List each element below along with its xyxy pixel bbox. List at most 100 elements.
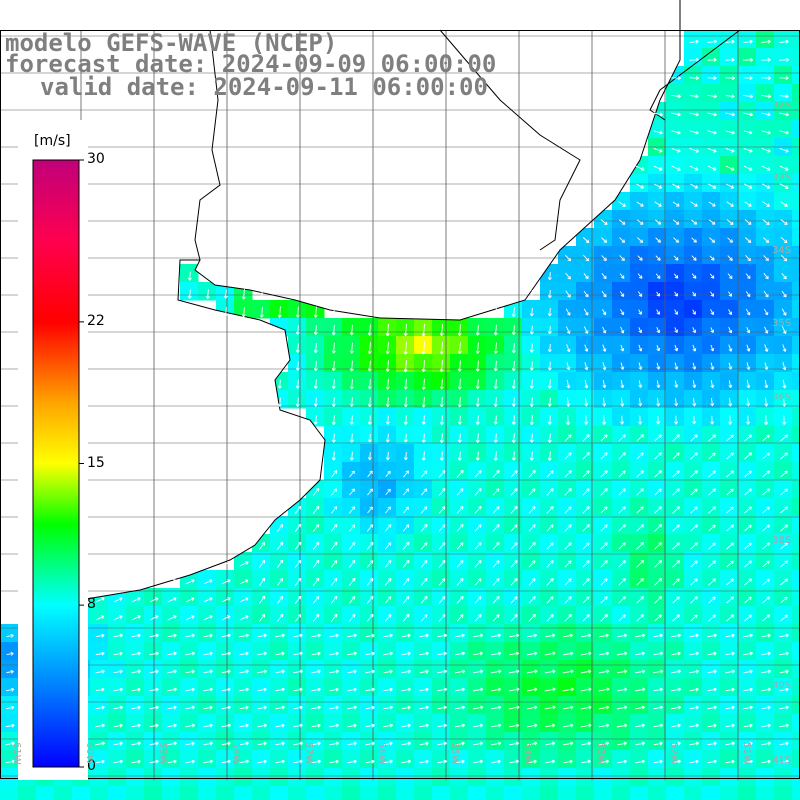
wind-arrow (780, 219, 788, 225)
wind-arrow (544, 705, 556, 710)
wind-arrow (635, 633, 646, 638)
wind-arrow (528, 578, 536, 586)
wind-arrow (779, 669, 789, 674)
wind-arrow (636, 219, 644, 225)
wind-arrow (95, 633, 105, 638)
wind-arrow (258, 595, 266, 605)
wind-arrow (493, 379, 498, 390)
speed-cell (306, 588, 325, 607)
speed-cell (126, 588, 145, 607)
wind-arrow (331, 397, 336, 407)
wind-arrow (437, 687, 448, 692)
wind-arrow (583, 308, 589, 316)
wind-arrow (312, 487, 320, 496)
wind-arrow (564, 452, 572, 460)
speed-cell (198, 696, 217, 715)
speed-cell (558, 678, 577, 697)
wind-arrow (708, 614, 716, 622)
colorbar (18, 120, 88, 780)
wind-arrow (671, 723, 681, 728)
speed-cell (180, 786, 199, 800)
wind-arrow (492, 470, 500, 478)
wind-arrow (438, 506, 446, 514)
speed-cell (504, 516, 523, 535)
wind-arrow (599, 633, 609, 638)
wind-arrow (638, 309, 642, 315)
speed-cell (702, 714, 721, 733)
speed-cell (234, 786, 253, 800)
speed-cell (684, 714, 703, 733)
speed-cell (396, 480, 415, 499)
wind-arrow (762, 578, 770, 586)
speed-cell (522, 444, 541, 463)
speed-cell (792, 48, 800, 67)
wind-arrow (725, 39, 735, 44)
speed-cell (216, 678, 235, 697)
speed-cell (306, 516, 325, 535)
speed-cell (612, 264, 631, 283)
speed-cell (576, 246, 595, 265)
wind-arrow (257, 705, 267, 710)
speed-cell (684, 696, 703, 715)
speed-cell (216, 606, 235, 625)
speed-cell (396, 606, 415, 625)
speed-cell (648, 714, 667, 733)
wind-arrow (239, 561, 249, 567)
speed-cell (702, 642, 721, 661)
wind-arrow (547, 451, 552, 461)
wind-arrow (457, 324, 462, 337)
wind-arrow (366, 542, 374, 550)
speed-cell (576, 660, 595, 679)
wind-arrow (493, 433, 498, 443)
wind-arrow (672, 578, 680, 586)
wind-arrow (437, 723, 447, 728)
speed-cell (396, 714, 415, 733)
speed-cell (180, 714, 199, 733)
wind-arrow (566, 397, 571, 407)
wind-arrow (636, 488, 644, 496)
speed-cell (486, 588, 505, 607)
wind-arrow (311, 759, 321, 764)
speed-cell (360, 786, 379, 800)
speed-cell (396, 462, 415, 481)
speed-cell (666, 264, 685, 283)
wind-arrow (348, 614, 356, 622)
speed-cell (630, 264, 649, 283)
speed-cell (702, 660, 721, 679)
wind-arrow (528, 506, 536, 514)
wind-arrow (456, 524, 464, 532)
speed-cell (144, 714, 163, 733)
speed-cell (792, 120, 800, 139)
wind-arrow (349, 524, 356, 532)
wind-arrow (367, 378, 372, 390)
wind-arrow (275, 741, 285, 746)
wind-arrow (259, 542, 266, 550)
wind-arrow (547, 272, 552, 281)
speed-cell (396, 408, 415, 427)
speed-cell (684, 30, 703, 49)
speed-cell (450, 588, 469, 607)
speed-cell (792, 102, 800, 121)
speed-cell (792, 174, 800, 193)
speed-cell (666, 552, 685, 571)
wind-arrow (565, 272, 571, 280)
speed-cell (342, 516, 361, 535)
speed-cell (738, 606, 757, 625)
wind-arrow (672, 488, 680, 496)
speed-cell (630, 678, 649, 697)
speed-cell (234, 660, 253, 679)
speed-cell (774, 552, 793, 571)
wind-arrow (781, 326, 787, 334)
wind-arrow (653, 741, 663, 746)
wind-arrow (311, 633, 321, 638)
speed-cell (594, 552, 613, 571)
speed-cell (648, 156, 667, 175)
wind-arrow (653, 669, 664, 674)
speed-cell (558, 318, 577, 337)
wind-arrow (744, 452, 752, 460)
speed-cell (738, 120, 757, 139)
wind-arrow (349, 415, 354, 425)
wind-arrow (728, 362, 733, 370)
speed-cell (432, 534, 451, 553)
valid-date: valid date: 2024-09-11 06:00:00 (40, 73, 488, 101)
